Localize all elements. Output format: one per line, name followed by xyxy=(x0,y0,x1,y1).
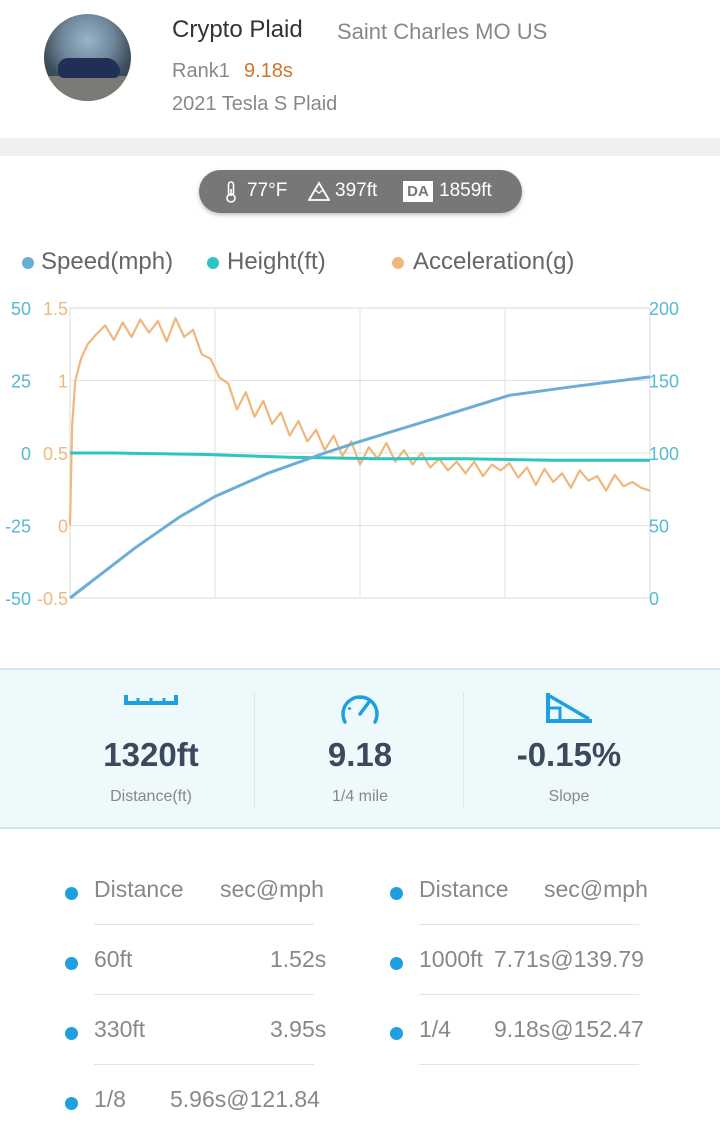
height-line xyxy=(70,451,650,462)
splits-header-distance: Distance xyxy=(94,876,184,902)
stat-slope-value: -0.15% xyxy=(516,736,622,773)
acceleration-axis-tick: -0.5 xyxy=(37,589,68,609)
acceleration-axis-tick: 0.5 xyxy=(43,444,68,464)
speedometer-icon xyxy=(341,695,379,724)
bullet-icon xyxy=(390,1027,403,1040)
splits-header-distance: Distance xyxy=(419,876,509,902)
mountain-icon xyxy=(308,181,330,201)
stat-quarter-mile: 9.18 1/4 mile xyxy=(256,670,464,827)
height-axis-tick: -50 xyxy=(5,589,31,609)
avatar-ground xyxy=(44,76,131,101)
bullet-icon xyxy=(65,887,78,900)
conditions-pill: 77°F 397ft DA 1859ft xyxy=(199,170,522,213)
driver-location: Saint Charles MO US xyxy=(337,19,548,44)
performance-chart[interactable]: 50 25 0 -25 -50 1.5 1 0.5 0 -0.5 200 150 100 50 0 xyxy=(0,290,720,610)
stat-quarter-mile-value: 9.18 xyxy=(327,736,393,773)
density-altitude-value: 1859ft xyxy=(439,180,492,201)
car-model: 2021 Tesla S Plaid xyxy=(172,93,338,115)
acceleration-axis-tick: 0 xyxy=(58,517,68,537)
speed-axis-tick: 100 xyxy=(649,444,679,464)
row-divider xyxy=(419,924,639,925)
density-altitude-badge: DA xyxy=(403,181,433,202)
avatar[interactable] xyxy=(44,14,131,101)
split-distance: 1000ft xyxy=(419,946,483,972)
legend-speed-dot xyxy=(22,257,34,269)
row-divider xyxy=(94,1064,314,1065)
bullet-icon xyxy=(65,1097,78,1110)
row-divider xyxy=(419,994,639,995)
split-distance: 330ft xyxy=(94,1016,146,1042)
speed-axis-tick: 150 xyxy=(649,372,679,392)
split-distance: 60ft xyxy=(94,946,133,972)
split-value: 5.96s@121.84 xyxy=(170,1086,320,1112)
bullet-icon xyxy=(65,1027,78,1040)
splits-header-value: sec@mph xyxy=(220,876,324,902)
speed-line xyxy=(69,375,651,600)
row-divider xyxy=(94,924,314,925)
bullet-icon xyxy=(65,957,78,970)
thermometer-icon xyxy=(226,181,236,203)
stat-quarter-mile-label: 1/4 mile xyxy=(331,788,389,805)
acceleration-axis-tick: 1 xyxy=(58,372,68,392)
slope-icon xyxy=(546,693,592,723)
bullet-icon xyxy=(390,957,403,970)
elevation-value: 397ft xyxy=(335,180,378,201)
section-divider xyxy=(0,138,720,156)
stat-distance-value: 1320ft xyxy=(103,736,199,773)
legend-acceleration[interactable]: Acceleration(g) xyxy=(413,248,575,275)
stat-slope-label: Slope xyxy=(548,788,590,805)
split-value: 9.18s@152.47 xyxy=(494,1016,644,1042)
acceleration-line xyxy=(68,317,651,526)
height-axis-tick: -25 xyxy=(5,517,31,537)
row-divider xyxy=(419,1064,639,1065)
height-axis-tick: 25 xyxy=(11,372,31,392)
profile-header: Crypto Plaid Saint Charles MO US Rank1 9… xyxy=(0,0,720,138)
bullet-icon xyxy=(390,887,403,900)
stats-panel: 1320ft Distance(ft) 9.18 1/4 mile -0.15%… xyxy=(0,668,720,829)
stats-divider xyxy=(463,692,464,808)
split-value: 7.71s@139.79 xyxy=(494,946,644,972)
acceleration-axis-tick: 1.5 xyxy=(43,299,68,319)
ruler-icon xyxy=(124,695,178,705)
stats-divider xyxy=(254,692,255,808)
legend-speed[interactable]: Speed(mph) xyxy=(41,248,174,275)
split-distance: 1/8 xyxy=(94,1086,126,1112)
speed-axis-tick: 200 xyxy=(649,299,679,319)
car-photo-icon xyxy=(58,58,120,78)
split-value: 1.52s xyxy=(270,946,327,972)
rank-label: Rank1 xyxy=(172,60,230,82)
speed-axis-tick: 0 xyxy=(649,589,659,609)
row-divider xyxy=(94,994,314,995)
legend-acceleration-dot xyxy=(392,257,404,269)
height-axis-tick: 0 xyxy=(21,444,31,464)
driver-name[interactable]: Crypto Plaid xyxy=(172,16,303,43)
stat-distance: 1320ft Distance(ft) xyxy=(47,670,255,827)
split-value: 3.95s xyxy=(270,1016,327,1042)
speed-axis-tick: 50 xyxy=(649,517,669,537)
splits-header-value: sec@mph xyxy=(544,876,648,902)
temperature-value: 77°F xyxy=(247,180,288,201)
stat-slope: -0.15% Slope xyxy=(465,670,673,827)
legend-height-dot xyxy=(207,257,219,269)
stat-distance-label: Distance(ft) xyxy=(110,788,192,805)
height-axis-tick: 50 xyxy=(11,299,31,319)
split-distance: 1/4 xyxy=(419,1016,451,1042)
legend-height[interactable]: Height(ft) xyxy=(227,248,326,275)
rank-time: 9.18s xyxy=(244,60,293,82)
